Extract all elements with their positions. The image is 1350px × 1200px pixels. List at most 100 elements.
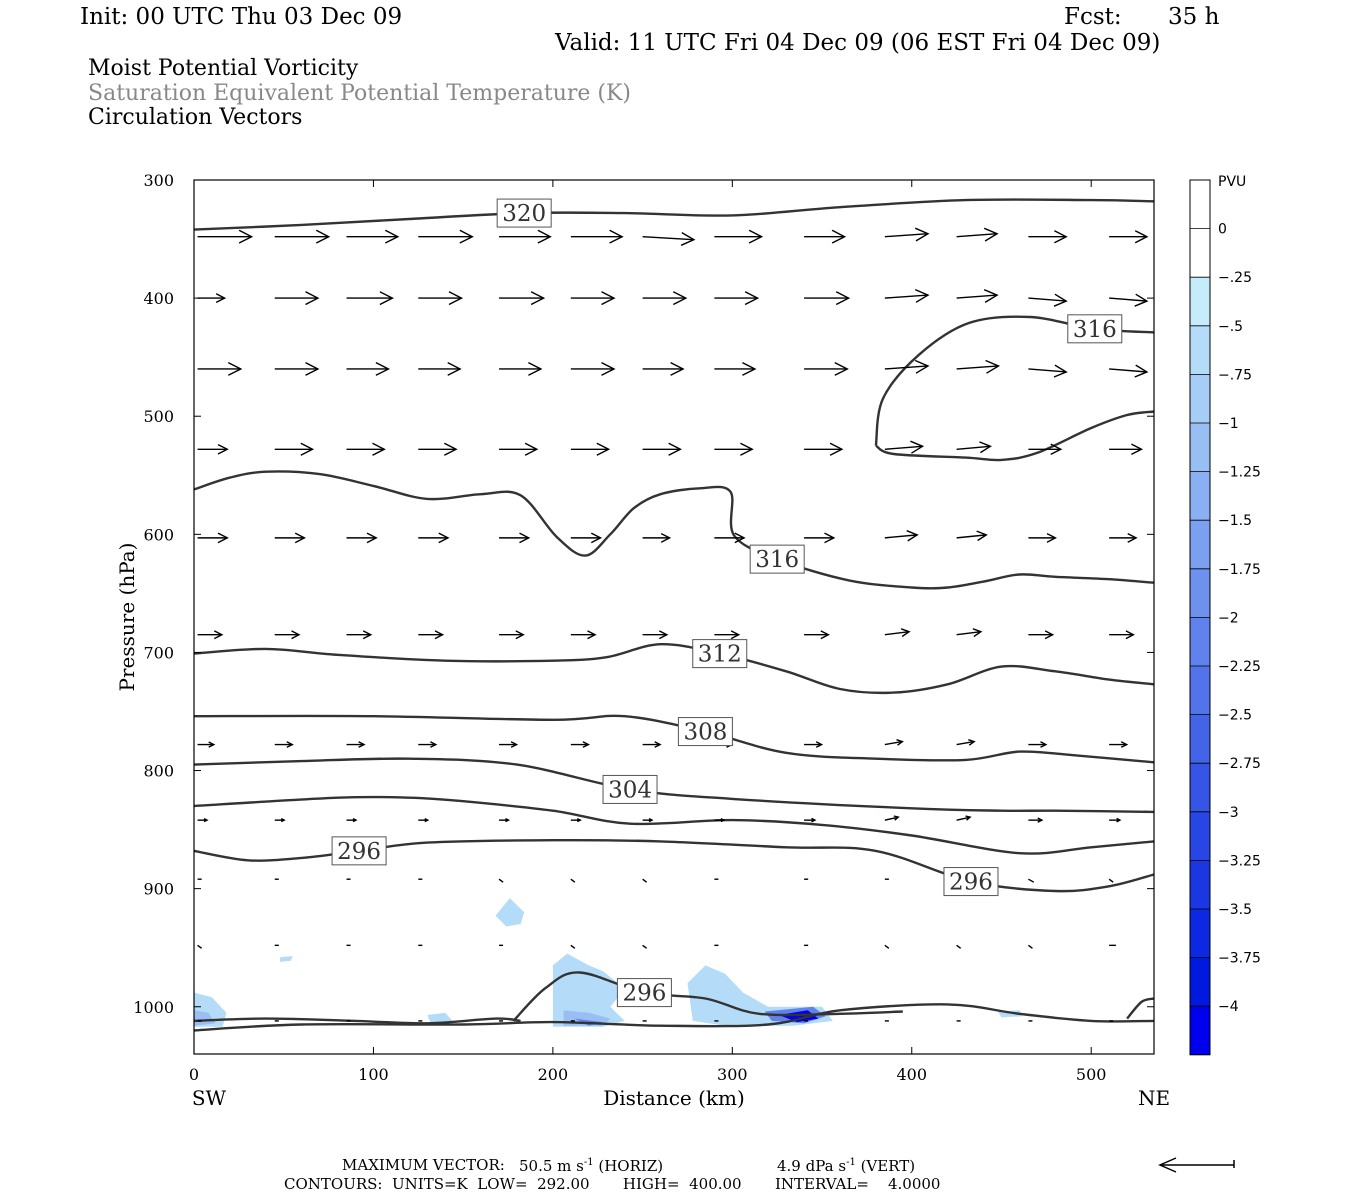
colorbar-swatch bbox=[1190, 617, 1210, 666]
mpv-region bbox=[280, 956, 293, 962]
y-tick-label: 500 bbox=[143, 407, 174, 426]
wind-vector bbox=[804, 630, 830, 640]
wind-vector bbox=[418, 741, 438, 748]
colorbar-label: −2.25 bbox=[1218, 659, 1261, 675]
wind-vector bbox=[804, 532, 836, 544]
wind-vector bbox=[1109, 293, 1149, 307]
wind-vector bbox=[499, 630, 525, 640]
wind-vector bbox=[274, 532, 306, 544]
wind-vector bbox=[499, 442, 539, 456]
isentrope-line bbox=[193, 1003, 1155, 1032]
colorbar-label: −2.75 bbox=[1218, 756, 1261, 772]
wind-vector bbox=[274, 442, 315, 456]
svg-text:296: 296 bbox=[949, 870, 993, 896]
wind-vector bbox=[642, 291, 688, 306]
mpv-region bbox=[427, 1012, 453, 1024]
isentrope-line bbox=[1126, 997, 1155, 1020]
wind-vector bbox=[418, 229, 474, 244]
wind-vector bbox=[642, 532, 672, 543]
wind-vector bbox=[956, 815, 972, 821]
wind-vector bbox=[418, 291, 464, 306]
colorbar-swatch bbox=[1190, 568, 1210, 618]
wind-vector bbox=[346, 442, 386, 456]
wind-vector bbox=[714, 532, 746, 544]
forecast-hour: 35 h bbox=[1168, 4, 1220, 30]
wind-vector bbox=[346, 291, 394, 306]
wind-vector bbox=[642, 944, 648, 949]
y-tick-label: 1000 bbox=[133, 998, 174, 1017]
wind-vector bbox=[1028, 293, 1068, 307]
wind-vector bbox=[499, 741, 519, 748]
colorbar-label: −1.75 bbox=[1218, 562, 1261, 578]
wind-vector bbox=[642, 630, 669, 640]
wind-vector bbox=[804, 442, 844, 456]
wind-vector bbox=[274, 291, 320, 306]
colorbar-swatch bbox=[1190, 228, 1210, 278]
colorbar-swatch bbox=[1190, 811, 1210, 861]
wind-vector bbox=[197, 361, 243, 376]
colorbar-swatch bbox=[1190, 957, 1210, 1007]
wind-vector bbox=[714, 229, 764, 244]
wind-vector bbox=[884, 815, 900, 821]
theta-es-contours bbox=[193, 198, 1155, 1032]
max-vector-vert: 4.9 dPa s-1 (VERT) bbox=[777, 1158, 915, 1174]
wind-vector bbox=[418, 442, 458, 456]
colorbar-units: PVU bbox=[1218, 174, 1246, 190]
wind-vector bbox=[274, 817, 286, 823]
wind-vector bbox=[956, 227, 999, 242]
contour-label: 296 bbox=[331, 836, 387, 866]
wind-vector bbox=[714, 817, 726, 823]
wind-vector bbox=[1109, 741, 1129, 748]
x-tick-label: 200 bbox=[538, 1065, 569, 1084]
colorbar-swatch bbox=[1190, 666, 1210, 715]
x-tick-label: 0 bbox=[189, 1065, 199, 1084]
x-axis-end-ne: NE bbox=[1138, 1086, 1170, 1110]
wind-vector bbox=[884, 440, 925, 454]
y-tick-label: 300 bbox=[143, 171, 174, 190]
colorbar-swatch bbox=[1190, 423, 1210, 472]
wind-vector bbox=[274, 361, 320, 376]
isentrope-line bbox=[193, 642, 1155, 695]
colorbar-label: −2.5 bbox=[1218, 708, 1252, 724]
wind-vector bbox=[884, 359, 930, 374]
field-title-theta-es: Saturation Equivalent Potential Temperat… bbox=[88, 81, 631, 106]
wind-vector bbox=[956, 289, 999, 303]
colorbar-label: −1 bbox=[1218, 416, 1239, 432]
wind-vector bbox=[1028, 230, 1068, 244]
colorbar-label: −2 bbox=[1218, 610, 1239, 626]
wind-vector bbox=[804, 361, 849, 376]
colorbar-label: −3 bbox=[1218, 805, 1239, 821]
field-title-mpv: Moist Potential Vorticity bbox=[88, 56, 359, 81]
wind-vector bbox=[346, 817, 358, 823]
y-tick-label: 600 bbox=[143, 525, 174, 544]
contour-label: 304 bbox=[602, 774, 658, 804]
colorbar-swatch bbox=[1190, 1006, 1210, 1055]
colorbar-swatch bbox=[1190, 860, 1210, 909]
wind-vector bbox=[197, 443, 229, 455]
svg-text:296: 296 bbox=[622, 981, 666, 1007]
wind-vector bbox=[499, 532, 531, 544]
colorbar-label: −.5 bbox=[1218, 319, 1243, 335]
wind-vector bbox=[804, 817, 817, 823]
colorbar-label: −1.25 bbox=[1218, 465, 1261, 481]
isentrope-line bbox=[193, 198, 1155, 231]
vert-value: 4.9 dPa s bbox=[777, 1157, 847, 1175]
init-time: Init: 00 UTC Thu 03 Dec 09 bbox=[80, 4, 403, 30]
colorbar-swatch bbox=[1190, 714, 1210, 764]
wind-vector bbox=[570, 442, 611, 456]
wind-vector bbox=[570, 361, 616, 376]
colorbar-swatch bbox=[1190, 471, 1210, 521]
x-tick-label: 300 bbox=[717, 1065, 748, 1084]
reference-vector-arrow bbox=[1158, 1157, 1235, 1173]
colorbar-swatch bbox=[1190, 277, 1210, 326]
contour-label: 308 bbox=[677, 717, 733, 747]
wind-vector bbox=[274, 630, 301, 640]
colorbar-swatch bbox=[1190, 909, 1210, 958]
wind-vector bbox=[714, 291, 760, 306]
wind-vector bbox=[884, 227, 930, 242]
wind-vector bbox=[804, 229, 847, 244]
y-tick-label: 900 bbox=[143, 880, 174, 899]
colorbar-label: −3.75 bbox=[1218, 951, 1261, 967]
isentrope-line bbox=[193, 838, 1155, 893]
x-axis-end-sw: SW bbox=[192, 1086, 227, 1110]
